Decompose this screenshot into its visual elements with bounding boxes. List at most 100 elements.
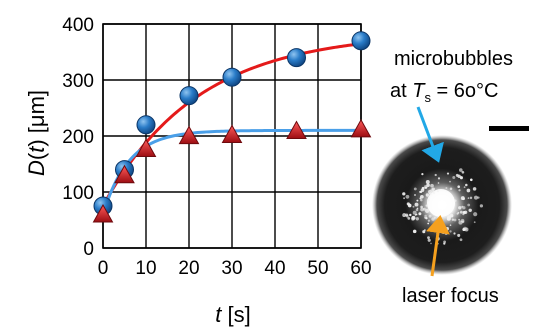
microbubble [465, 183, 468, 187]
microbubble [425, 193, 430, 197]
microbubble [445, 186, 448, 190]
x-tick-label: 50 [307, 258, 328, 279]
microbubble [406, 202, 410, 206]
microbubble [469, 196, 473, 200]
microbubble [452, 176, 456, 179]
microbubble [405, 214, 409, 218]
x-axis-label-main: t [215, 302, 222, 327]
microbubble [425, 204, 428, 207]
microbubble [402, 213, 407, 218]
microbubble [427, 238, 431, 242]
microbubble [449, 224, 452, 227]
microbubble [457, 185, 461, 188]
microbubble [411, 217, 415, 221]
microbubble [425, 208, 430, 213]
microbubble [422, 230, 426, 234]
microbubble [468, 208, 472, 213]
microbubble [461, 205, 464, 208]
data-point-triangle [114, 164, 135, 184]
microbubble [407, 217, 411, 220]
y-tick-label: 0 [83, 239, 94, 260]
microbubble [458, 206, 462, 210]
droplet-micrograph [372, 126, 529, 275]
microbubble [437, 182, 440, 184]
annotation-laser-focus: laser focus [402, 285, 499, 307]
microbubble [458, 218, 461, 221]
microbubble [449, 213, 454, 218]
microbubble [409, 213, 412, 217]
y-axis-label-main: D [24, 160, 49, 176]
y-tick-label: 400 [62, 15, 94, 36]
microbubble [466, 188, 471, 193]
microbubble [445, 227, 449, 231]
microbubble [459, 210, 463, 214]
microbubble [443, 242, 446, 245]
x-axis-label: t [s] [215, 302, 250, 327]
microbubble [473, 195, 479, 200]
microbubble [458, 189, 461, 192]
microbubble [457, 211, 460, 214]
y-axis-label-unit: [μm] [24, 90, 49, 133]
data-point-triangle [286, 120, 307, 140]
y-axis-label: D(t) [μm] [24, 90, 49, 176]
microbubble [420, 205, 423, 209]
x-axis-label-unit: [s] [228, 302, 251, 327]
microbubble [467, 197, 470, 199]
y-tick-label: 100 [62, 183, 94, 204]
y-tick-label: 300 [62, 71, 94, 92]
data-point-circle [222, 67, 242, 87]
microbubble [453, 218, 457, 222]
microbubble [412, 210, 417, 215]
microbubble [431, 217, 435, 221]
data-point-circle [351, 31, 371, 51]
data-point-circle [287, 48, 306, 68]
annotation-microbubbles: microbubbles [394, 48, 513, 70]
microbubble [412, 205, 415, 208]
microbubble [440, 230, 443, 233]
microbubble [427, 236, 430, 240]
microbubble [473, 221, 476, 224]
microbubble [416, 199, 419, 202]
data-point-triangle [178, 125, 200, 145]
microbubble [449, 230, 452, 233]
microbubble [462, 227, 466, 232]
data-point-triangle [92, 203, 114, 223]
microbubble [421, 186, 425, 190]
x-tick-labels: 0 10 20 30 40 50 60 [98, 258, 372, 279]
microbubble [420, 194, 424, 199]
microbubble [470, 178, 473, 182]
x-tick-label: 40 [264, 258, 285, 279]
data-points [92, 31, 372, 223]
microbubble [477, 196, 480, 199]
data-point-triangle [350, 118, 372, 138]
microbubble [457, 174, 461, 178]
microbubble [433, 192, 435, 195]
microbubble [432, 225, 437, 230]
microbubble [459, 168, 463, 172]
y-tick-label: 200 [62, 127, 94, 148]
microbubble [415, 217, 419, 221]
arrow-microbubbles [416, 106, 444, 163]
microbubble [425, 180, 430, 184]
x-tick-label: 20 [178, 258, 199, 279]
microbubble [405, 194, 410, 199]
microbubble [460, 196, 465, 201]
microbubble [421, 173, 424, 176]
microbubble [414, 214, 417, 216]
data-point-triangle [221, 124, 243, 143]
microbubble [423, 185, 428, 189]
scale-bar [489, 126, 529, 131]
microbubble [444, 231, 448, 235]
microbubble [461, 170, 465, 174]
data-point-circle [179, 86, 199, 106]
microbubble [453, 232, 456, 235]
microbubble [457, 233, 461, 237]
microbubble [459, 238, 463, 242]
microbubble [446, 172, 450, 175]
microbubble [427, 222, 430, 225]
microbubble [449, 187, 453, 190]
microbubble [420, 207, 424, 212]
microbubble [430, 242, 432, 245]
microbubble [415, 208, 419, 212]
